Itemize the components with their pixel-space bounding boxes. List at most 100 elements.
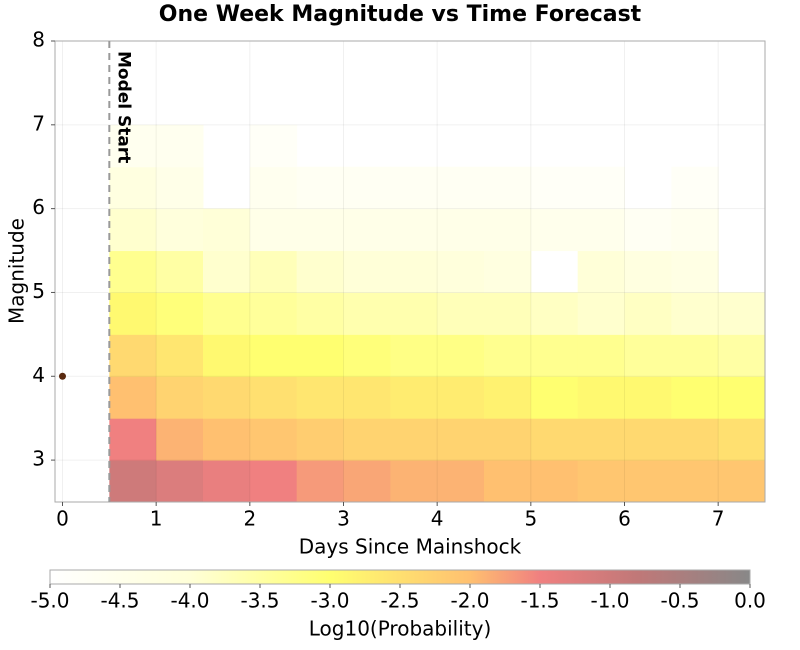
heat-cell — [296, 250, 344, 293]
heat-cell — [718, 418, 766, 461]
heat-cell — [577, 208, 625, 252]
heat-cell — [109, 208, 157, 252]
heat-cell — [718, 334, 766, 377]
mainshock-point — [58, 372, 66, 380]
heat-cell — [343, 250, 391, 293]
heat-cell — [437, 292, 485, 335]
colorbar-tick-label: -4.0 — [170, 589, 209, 613]
heat-cell — [718, 460, 766, 503]
heat-cell — [343, 460, 391, 503]
x-tick-label: 7 — [712, 507, 725, 531]
heat-cell — [202, 376, 251, 419]
heat-cell — [624, 460, 672, 503]
colorbar-tick-label: -2.0 — [450, 589, 489, 613]
heat-cell — [483, 376, 532, 419]
y-tick-label: 6 — [32, 195, 45, 219]
x-tick-label: 6 — [618, 507, 631, 531]
heat-cell — [530, 460, 579, 503]
heat-cell — [202, 292, 251, 335]
heat-cell — [577, 376, 625, 419]
heat-cell — [156, 292, 204, 335]
plot-frame — [54, 40, 766, 503]
heat-cell — [109, 460, 157, 503]
heat-cell — [390, 334, 438, 377]
heat-cell — [202, 418, 251, 461]
heat-cell — [624, 208, 672, 252]
heat-cell — [577, 460, 625, 503]
heat-cell — [202, 208, 251, 252]
heat-cell — [202, 460, 251, 503]
heat-cell — [343, 166, 391, 210]
heat-cell — [109, 124, 157, 168]
heat-cell — [671, 292, 719, 335]
heat-cell — [156, 376, 204, 419]
heat-cell — [530, 418, 579, 461]
x-axis-label: Days Since Mainshock — [299, 535, 522, 559]
heat-cell — [671, 376, 719, 419]
heat-cell — [577, 418, 625, 461]
heat-cell — [718, 376, 766, 419]
x-tick-label: 1 — [150, 507, 163, 531]
heat-cell — [577, 292, 625, 335]
heat-cell — [624, 376, 672, 419]
colorbar-tick-label: -3.5 — [240, 589, 279, 613]
heat-cell — [343, 334, 391, 377]
heat-cell — [296, 334, 344, 377]
x-tick-label: 4 — [431, 507, 444, 531]
heat-cell — [483, 166, 532, 210]
heat-cell — [249, 418, 298, 461]
heat-cell — [390, 460, 438, 503]
y-tick-label: 5 — [32, 279, 45, 303]
x-tick-label: 3 — [337, 507, 350, 531]
chart-title: One Week Magnitude vs Time Forecast — [159, 2, 642, 27]
heat-cell — [483, 334, 532, 377]
heat-cell — [390, 376, 438, 419]
heat-cell — [577, 250, 625, 293]
x-tick-label: 0 — [56, 507, 69, 531]
heat-cell — [296, 376, 344, 419]
heat-cell — [718, 292, 766, 335]
heat-cell — [671, 418, 719, 461]
heat-cell — [296, 460, 344, 503]
heat-cell — [624, 250, 672, 293]
heat-cell — [109, 418, 157, 461]
heat-cell — [530, 208, 579, 252]
heat-cell — [530, 292, 579, 335]
heat-cell — [624, 334, 672, 377]
heat-cell — [343, 208, 391, 252]
heat-cell — [296, 292, 344, 335]
heat-cell — [530, 376, 579, 419]
heat-cell — [671, 208, 719, 252]
heat-cell — [437, 376, 485, 419]
heat-cell — [671, 460, 719, 503]
heat-cell — [577, 166, 625, 210]
heat-cell — [390, 292, 438, 335]
colorbar-tick-label: -0.5 — [660, 589, 699, 613]
model-start-label: Model Start — [113, 51, 133, 163]
heat-cell — [249, 208, 298, 252]
colorbar-tick-label: -5.0 — [30, 589, 69, 613]
heat-cell — [343, 292, 391, 335]
heat-cell — [671, 334, 719, 377]
colorbar — [49, 569, 751, 585]
heat-cell — [156, 124, 204, 168]
heat-cell — [437, 334, 485, 377]
heat-cell — [156, 250, 204, 293]
heat-cell — [390, 208, 438, 252]
colorbar-tick-label: -1.0 — [590, 589, 629, 613]
heat-cell — [296, 418, 344, 461]
y-tick-label: 4 — [32, 363, 45, 387]
heat-cell — [483, 460, 532, 503]
heat-cell — [437, 460, 485, 503]
heat-cell — [530, 334, 579, 377]
heat-cell — [249, 166, 298, 210]
heat-cell — [671, 166, 719, 210]
heat-cell — [249, 376, 298, 419]
heat-cell — [390, 250, 438, 293]
heat-cell — [296, 166, 344, 210]
heat-cell — [109, 376, 157, 419]
heat-cell — [249, 460, 298, 503]
heat-cell — [156, 208, 204, 252]
heat-cell — [483, 418, 532, 461]
